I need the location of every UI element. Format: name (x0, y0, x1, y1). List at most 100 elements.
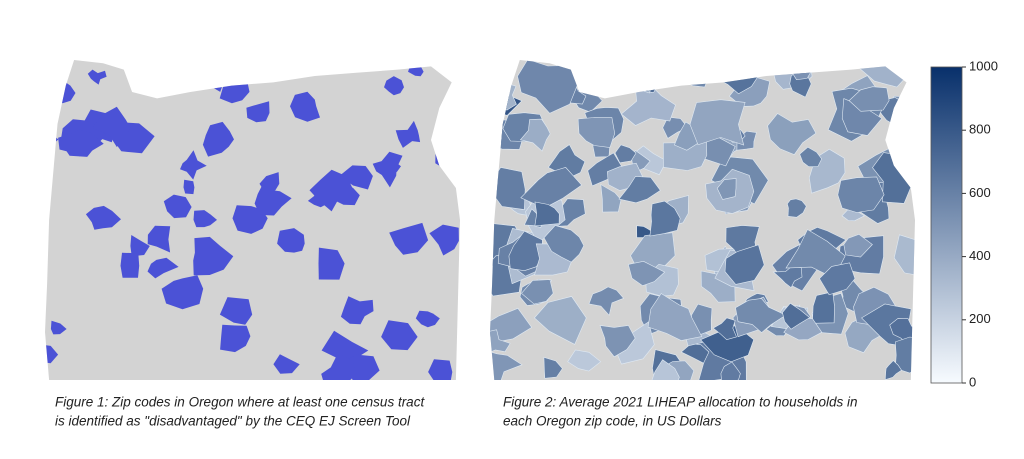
zip-region (389, 222, 429, 255)
zip-region (163, 194, 192, 219)
zip-region (321, 330, 369, 361)
zip-region (193, 210, 217, 228)
colorbar-tick-label: 0 (969, 374, 976, 389)
zip-region (183, 179, 195, 195)
zip-region (599, 325, 636, 358)
zip-region (650, 359, 680, 380)
zip-region (782, 302, 811, 330)
zip-region (85, 205, 121, 230)
zip-region (543, 356, 563, 379)
zip-region (50, 320, 67, 335)
zip-region (567, 349, 602, 372)
zip-region (202, 121, 234, 157)
colorbar-tick-label: 800 (969, 122, 991, 137)
zip-region (837, 176, 885, 213)
zip-region (92, 106, 131, 147)
zip-region (490, 350, 523, 380)
zip-region (577, 117, 616, 148)
zip-region (547, 144, 586, 179)
colorbar-tick-label: 200 (969, 311, 991, 326)
zip-region (120, 252, 140, 278)
zip-region (220, 324, 251, 353)
zip-region (273, 354, 300, 374)
zip-region (843, 233, 873, 258)
zip-region (520, 167, 583, 209)
zip-region (543, 225, 585, 263)
zip-region (614, 144, 637, 164)
zip-region (720, 361, 741, 380)
zip-region (428, 359, 453, 380)
zip-region (649, 200, 681, 237)
zip-region (600, 183, 622, 213)
zip-region (716, 178, 737, 200)
zip-region (339, 165, 373, 190)
zip-region (435, 142, 460, 170)
zip-region (309, 169, 354, 212)
zip-region (627, 260, 666, 287)
zip-region (893, 234, 915, 278)
zip-region (786, 198, 807, 218)
zip-region (712, 317, 737, 341)
zip-region (724, 244, 765, 285)
zip-region (799, 146, 823, 167)
zip-region (819, 262, 856, 296)
zip-region (490, 82, 517, 111)
zip-region (848, 86, 890, 112)
colorbar-tick-label: 1000 (969, 58, 998, 73)
zip-region (643, 60, 686, 88)
zip-region (193, 236, 234, 276)
zip-region (662, 116, 689, 139)
zip-region (318, 247, 345, 280)
zip-region (588, 286, 625, 316)
zip-region (519, 118, 551, 152)
zip-region (884, 360, 902, 380)
zip-region (58, 129, 104, 157)
zip-region (246, 101, 270, 123)
zip-region (647, 293, 703, 341)
zip-region (626, 60, 663, 93)
zip-regions (45, 60, 460, 380)
colorbar-tick-label: 400 (969, 248, 991, 263)
zip-region (277, 228, 305, 253)
zip-region (180, 150, 207, 180)
zip-region (240, 60, 260, 81)
zip-region (45, 344, 59, 364)
zip-region (129, 70, 148, 86)
zip-region (290, 91, 320, 122)
zip-region (680, 343, 710, 364)
zip-region (147, 257, 179, 279)
zip-region (372, 151, 403, 188)
zip-region (490, 329, 511, 354)
zip-region (689, 99, 746, 146)
zip-region (395, 120, 421, 148)
colorbar (930, 66, 963, 384)
zip-region (381, 320, 418, 351)
zip-region (147, 225, 171, 253)
zip-region (321, 352, 357, 380)
zip-region (415, 310, 440, 328)
zip-region (340, 296, 374, 325)
caption-line: is identified as "disadvantaged" by the … (55, 414, 411, 429)
zip-region (219, 297, 253, 325)
zip-region (620, 83, 676, 126)
caption-line: Figure 2: Average 2021 LIHEAP allocation… (503, 395, 857, 410)
colorbar-tick-label: 600 (969, 185, 991, 200)
zip-region (429, 224, 459, 256)
zip-region (735, 298, 787, 333)
zip-region (87, 69, 107, 85)
zip-region (254, 185, 292, 216)
zip-region (683, 66, 709, 88)
zip-region (626, 60, 661, 94)
caption-line: Figure 1: Zip codes in Oregon where at l… (55, 395, 425, 410)
caption-line: each Oregon zip code, in US Dollars (503, 414, 722, 429)
zip-region (894, 336, 915, 374)
zip-region (130, 235, 150, 257)
zip-region (508, 230, 544, 272)
zip-region (533, 296, 587, 345)
zip-region (161, 275, 204, 310)
zip-region (767, 113, 817, 155)
zip-region (618, 176, 661, 204)
zip-region (521, 279, 554, 305)
zip-region (384, 76, 404, 96)
